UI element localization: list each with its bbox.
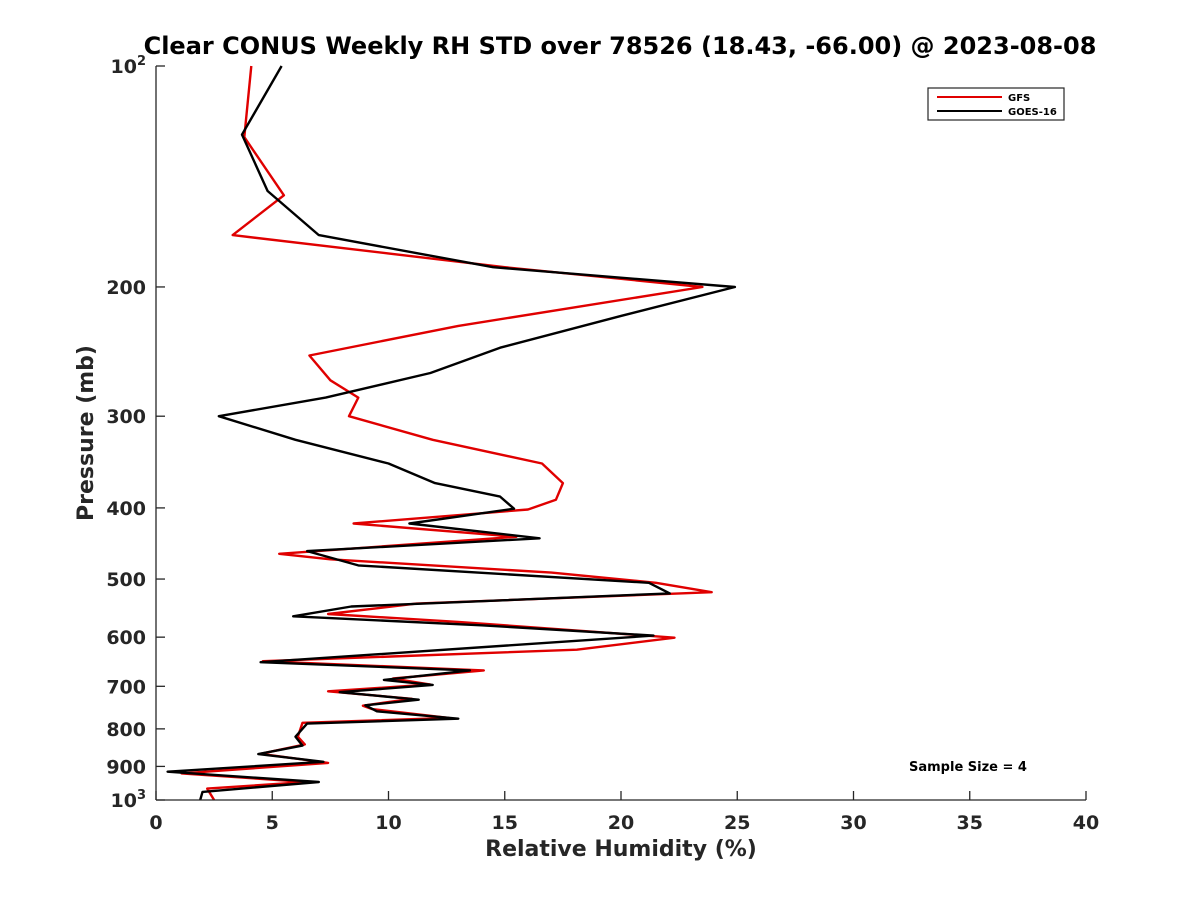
- x-tick-label: 0: [149, 812, 162, 834]
- y-tick-label: 300: [106, 406, 146, 428]
- legend: GFS GOES-16: [927, 87, 1065, 121]
- y-axis-label: Pressure (mb): [74, 345, 99, 521]
- y-tick-label: 200: [106, 277, 146, 299]
- y-tick-label: 900: [106, 756, 146, 778]
- legend-box: [927, 87, 1065, 121]
- legend-label-goes16: GOES-16: [1008, 107, 1057, 118]
- y-tick-label: 103: [111, 788, 147, 812]
- x-tick-label: 15: [492, 812, 518, 834]
- sample-size-annotation: Sample Size = 4: [909, 760, 1027, 775]
- y-tick-label: 600: [106, 627, 146, 649]
- x-tick-label: 20: [608, 812, 634, 834]
- x-tick-label: 5: [266, 812, 279, 834]
- series-line-goes16: [166, 65, 737, 801]
- chart-title: Clear CONUS Weekly RH STD over 78526 (18…: [144, 32, 1097, 60]
- y-tick-label: 500: [106, 569, 146, 591]
- y-tick-label: 800: [106, 719, 146, 741]
- y-tick-label: 700: [106, 676, 146, 698]
- x-tick-label: 10: [375, 812, 401, 834]
- series-layer: [166, 65, 737, 801]
- y-ticks: 102 200 300 400 500 600 700 800 900 103: [106, 54, 165, 812]
- x-tick-label: 35: [957, 812, 983, 834]
- y-tick-label: 400: [106, 498, 146, 520]
- x-tick-label: 30: [840, 812, 866, 834]
- x-tick-label: 25: [724, 812, 750, 834]
- x-tick-label: 40: [1073, 812, 1099, 834]
- x-ticks: 0 5 10 15 20 25 30 35 40: [149, 791, 1099, 834]
- legend-label-gfs: GFS: [1008, 93, 1030, 104]
- x-axis-label: Relative Humidity (%): [485, 837, 757, 862]
- y-tick-label: 102: [111, 54, 147, 78]
